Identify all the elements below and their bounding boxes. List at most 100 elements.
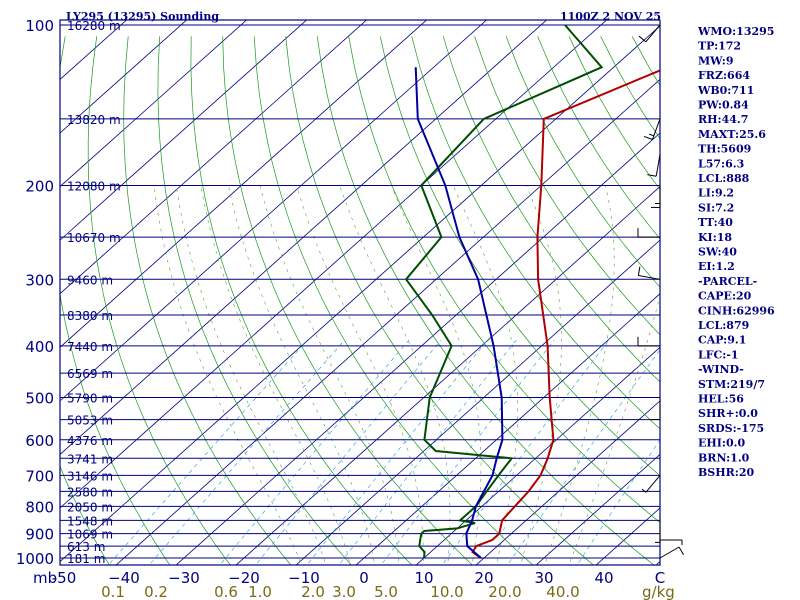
isotherm: [60, 20, 428, 348]
mixing-ratio-label: 0.2: [144, 583, 168, 600]
temperature-tick-label: −20: [228, 569, 260, 587]
index-value: CAP:9.1: [698, 334, 746, 347]
index-value: EI:1.2: [698, 260, 735, 273]
dry-adiabat: [790, 36, 800, 569]
height-label: 10670 m: [67, 231, 121, 245]
plot-background: [60, 20, 660, 565]
pressure-tick-label: 1000: [16, 550, 54, 568]
dry-adiabat: [222, 36, 473, 565]
wind-barb: [647, 154, 661, 177]
isotherm: [60, 20, 308, 241]
dry-adiabat: [253, 36, 534, 565]
temperature-tick-label: 20: [474, 569, 493, 587]
index-value: SI:7.2: [698, 201, 734, 214]
pressure-tick-label: 900: [25, 526, 54, 544]
wind-barb-flag: [643, 135, 653, 140]
temperature-tick-label: 40: [594, 569, 613, 587]
temperature-tick-label: 0: [359, 569, 369, 587]
mixing-ratio-line: [255, 339, 442, 565]
mixing-ratio-label: 20.0: [488, 583, 521, 600]
temperature-tick-label: 10: [414, 569, 433, 587]
index-value: BSHR:20: [698, 466, 754, 479]
wind-barb-half-flag: [648, 133, 655, 137]
index-value: L57:6.3: [698, 157, 744, 170]
dry-adiabat: [316, 36, 655, 565]
isotherm: [295, 239, 660, 565]
dry-adiabat: [157, 36, 352, 565]
wind-barb: [637, 266, 661, 280]
moist-adiabat: [228, 185, 375, 565]
isotherm: [535, 453, 660, 565]
wind-barb: [655, 520, 661, 543]
pressure-tick-label: 800: [25, 498, 54, 516]
temperature-tick-label: -50: [52, 569, 77, 587]
isotherm: [415, 346, 660, 565]
temperature-tick-label: −40: [108, 569, 140, 587]
isotherm: [60, 25, 660, 563]
temperature-tick-label: −30: [168, 569, 200, 587]
isotherm: [60, 20, 248, 188]
height-label: 5053 m: [67, 414, 113, 428]
moist-adiabat: [452, 185, 519, 565]
isotherm: [60, 20, 368, 295]
index-value: EHI:0.0: [698, 437, 745, 450]
index-value: TP:172: [698, 40, 741, 53]
parcel-line: [414, 67, 504, 559]
temperature-unit-label: C: [655, 569, 665, 587]
height-label: 613 m: [67, 540, 105, 554]
pressure-tick-label: 200: [25, 177, 54, 195]
wind-barb: [637, 228, 660, 238]
isotherm: [60, 20, 548, 455]
wind-barbs: [637, 24, 684, 559]
datetime: 1100Z 2 NOV 25: [560, 10, 661, 23]
wind-barb: [643, 118, 661, 140]
height-label: 7440 m: [67, 340, 113, 354]
mixing-ratio-line: [219, 339, 410, 565]
height-label: 2580 m: [67, 485, 113, 499]
index-value: PW:0.84: [698, 99, 749, 112]
plot-frame: [59, 19, 661, 566]
index-value: FRZ:664: [698, 69, 750, 82]
pressure-tick-label: 300: [25, 271, 54, 289]
index-value: LI:9.2: [698, 187, 734, 200]
moist-adiabat: [200, 185, 351, 565]
index-value: LCL:888: [698, 172, 750, 185]
pressure-tick-label: 400: [25, 338, 54, 356]
isotherm: [475, 400, 660, 565]
temperature-line: [471, 69, 660, 559]
height-label: 2050 m: [67, 500, 113, 514]
pressure-tick-label: 700: [25, 467, 54, 485]
height-label: 181 m: [67, 552, 105, 566]
mixing-ratio-label: 2.0: [301, 583, 325, 600]
mixing-ratio-line: [107, 339, 308, 565]
index-value: LCL:879: [698, 319, 749, 332]
isotherm: [175, 132, 660, 565]
index-value: TH:5609: [698, 143, 751, 156]
dry-adiabat: [285, 36, 594, 565]
mixing-ratio-label: 10.0: [430, 583, 463, 600]
wind-barb-staff: [638, 274, 661, 280]
height-label: 5790 m: [67, 392, 113, 406]
wind-barb: [651, 185, 661, 208]
height-label: 3146 m: [67, 469, 113, 483]
pressure-unit-label: mb: [33, 569, 57, 587]
pressure-tick-label: 100: [25, 17, 54, 35]
index-value: KI:18: [698, 231, 732, 244]
index-value: SRDS:-175: [698, 422, 764, 435]
index-value: RH:44.7: [698, 113, 748, 126]
index-value: -PARCEL-: [698, 275, 757, 288]
height-label: 16280 m: [67, 19, 121, 33]
wind-barb-half-flag: [641, 488, 647, 493]
index-value: MAXT:25.6: [698, 128, 766, 141]
temperature-tick-label: −10: [288, 569, 320, 587]
isotherm: [60, 20, 488, 402]
index-value: SHR+:0.0: [698, 407, 758, 420]
dry-adiabat: [60, 465, 110, 565]
wind-barb: [660, 539, 683, 545]
wind-barb-flag: [678, 546, 684, 556]
index-value: LFC:-1: [698, 348, 739, 361]
dewpoint-line: [404, 24, 604, 559]
wind-barb-flag: [638, 35, 647, 43]
